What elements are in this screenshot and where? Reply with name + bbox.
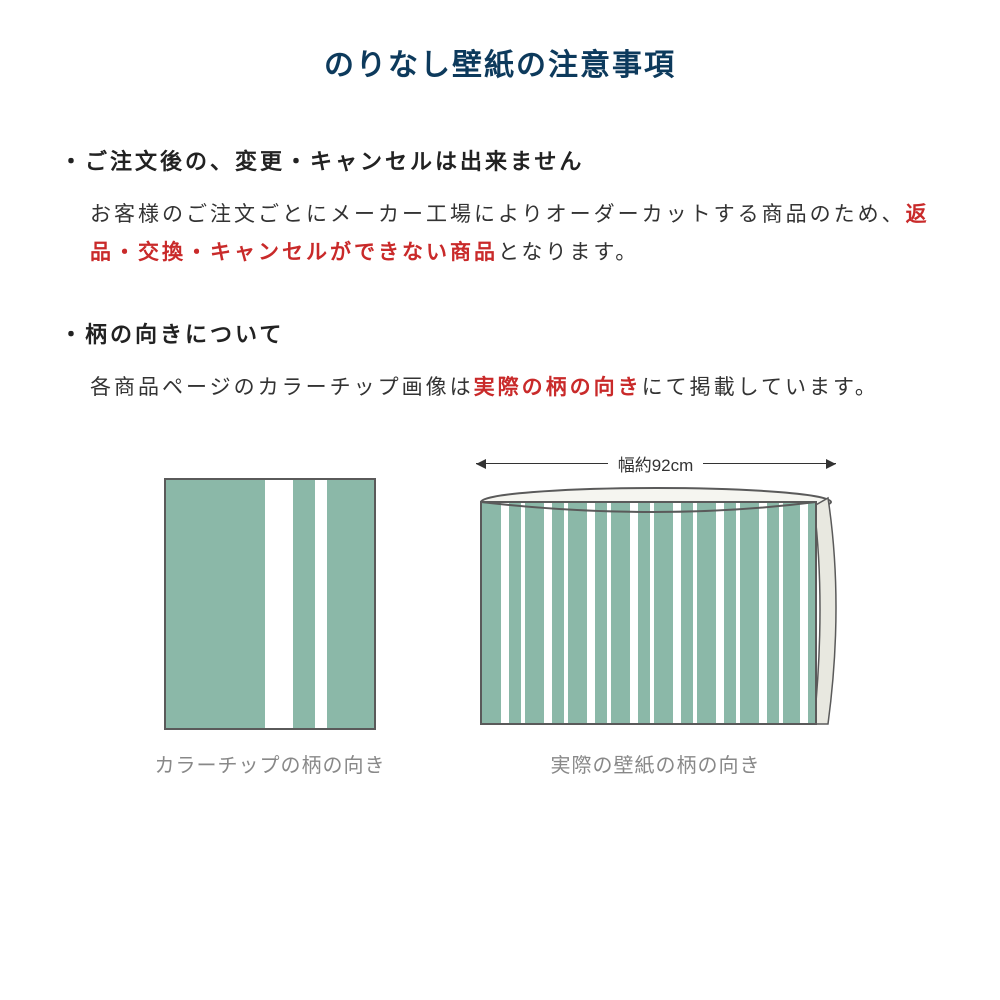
section2-heading: ・柄の向きについて: [60, 317, 940, 349]
section1-paragraph: お客様のご注文ごとにメーカー工場によりオーダーカットする商品のため、返品・交換・…: [90, 196, 940, 272]
arrow-left-icon: [476, 463, 608, 464]
color-chip-illustration: [155, 474, 385, 734]
caption-left: カラーチップの柄の向き: [155, 749, 386, 778]
figure-row: カラーチップの柄の向き 幅約92cm: [60, 451, 940, 778]
width-label: 幅約92cm: [608, 451, 704, 476]
section-cancel: ・ご注文後の、変更・キャンセルは出来ません お客様のご注文ごとにメーカー工場によ…: [60, 144, 940, 272]
section1-text-pre: お客様のご注文ごとにメーカー工場によりオーダーカットする商品のため、: [90, 203, 906, 226]
section1-heading: ・ご注文後の、変更・キャンセルは出来ません: [60, 144, 940, 176]
section-pattern: ・柄の向きについて 各商品ページのカラーチップ画像は実際の柄の向きにて掲載してい…: [60, 317, 940, 407]
arrow-right-icon: [703, 463, 835, 464]
section2-highlight: 実際の柄の向き: [474, 376, 642, 399]
page-title: のりなし壁紙の注意事項: [60, 40, 940, 84]
section2-paragraph: 各商品ページのカラーチップ画像は実際の柄の向きにて掲載しています。: [90, 369, 940, 407]
caption-right: 実際の壁紙の柄の向き: [551, 749, 761, 778]
section2-text-pre: 各商品ページのカラーチップ画像は: [90, 376, 474, 399]
width-indicator: 幅約92cm: [476, 451, 836, 476]
section2-text-post: にて掲載しています。: [642, 376, 879, 399]
section1-text-post: となります。: [498, 241, 639, 264]
wallpaper-roll-illustration: [466, 484, 846, 734]
figure-color-chip: カラーチップの柄の向き: [155, 474, 386, 778]
figure-actual-wallpaper: 幅約92cm: [466, 451, 846, 778]
